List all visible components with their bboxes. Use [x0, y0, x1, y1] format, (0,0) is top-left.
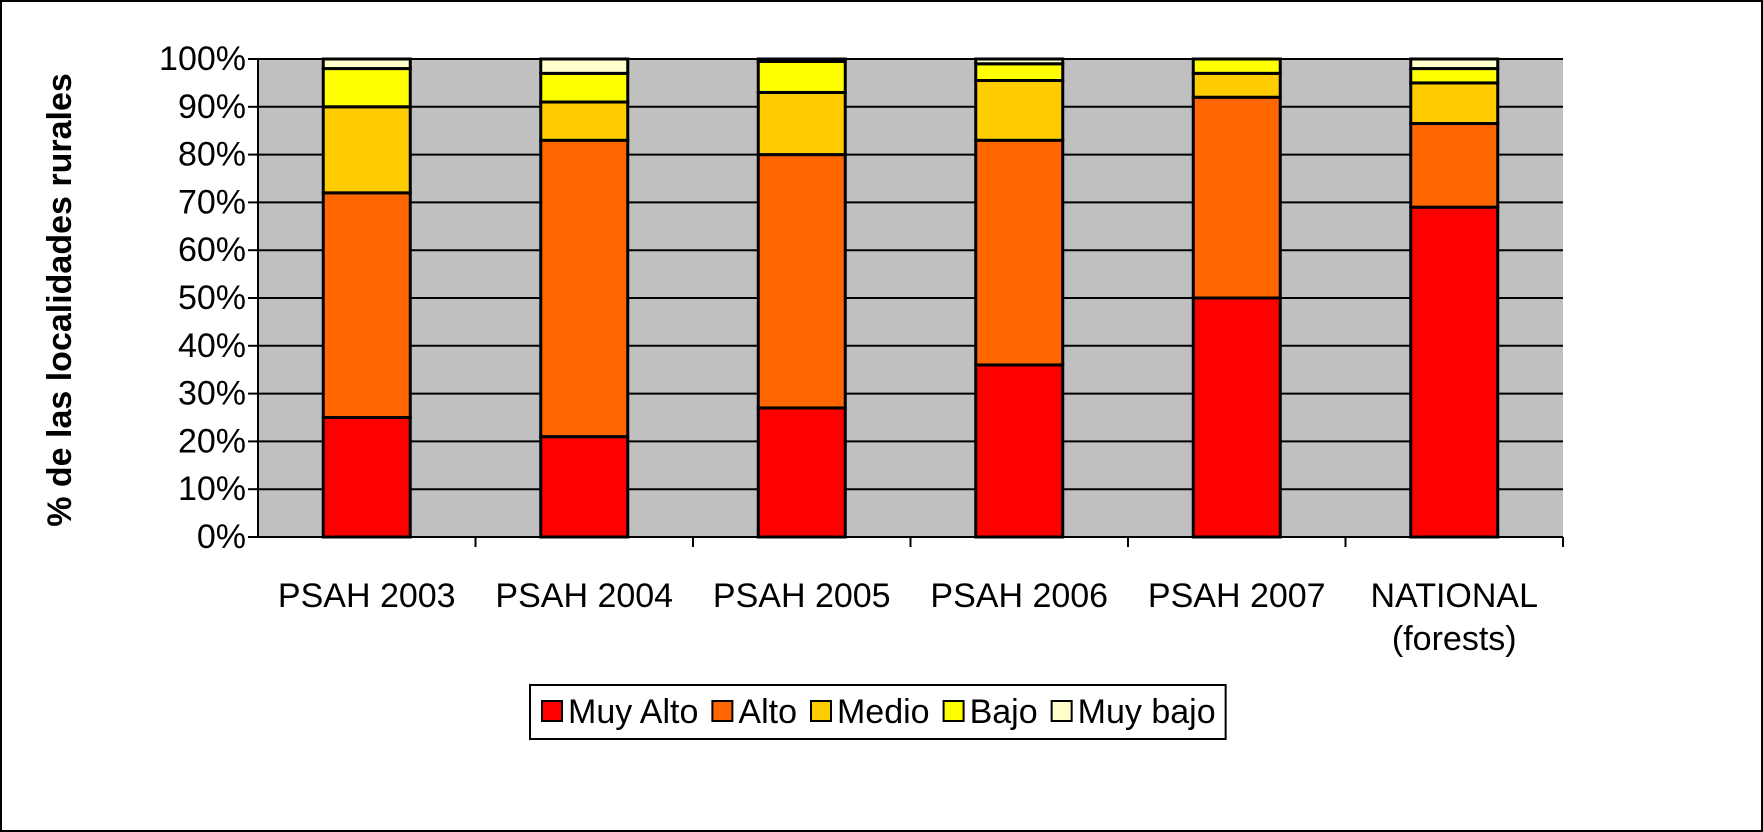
- bar-segment: [974, 363, 1065, 539]
- y-axis-label: % de las localidades rurales: [41, 73, 79, 527]
- bar-segment: [321, 416, 412, 539]
- bar-segment: [1409, 57, 1500, 71]
- legend-label: Bajo: [970, 693, 1038, 731]
- legend: Muy Alto Alto Medio Bajo Muy bajo: [529, 684, 1227, 740]
- bar-segment: [1409, 205, 1500, 539]
- legend-box: [529, 684, 1227, 740]
- bar-segment: [539, 71, 630, 104]
- bar-segment: [321, 105, 412, 195]
- y-tick-label: 80%: [178, 136, 246, 174]
- legend-swatch: [942, 700, 965, 722]
- y-tick-label: 20%: [178, 422, 246, 460]
- bar-segment: [756, 57, 847, 63]
- bar-segment: [1409, 122, 1500, 209]
- bar-segment: [974, 79, 1065, 142]
- bar-segment: [756, 59, 847, 94]
- bar-segment: [1191, 57, 1282, 75]
- y-tick-label: 60%: [178, 231, 246, 269]
- bar-segment: [321, 57, 412, 71]
- bar-segment: [1409, 67, 1500, 85]
- legend-label: Muy bajo: [1078, 693, 1216, 731]
- bar-segment: [974, 57, 1065, 66]
- legend-label: Muy Alto: [568, 693, 698, 731]
- bar-segment: [974, 62, 1065, 83]
- bar-segment: [756, 153, 847, 410]
- y-tick-label: 100%: [159, 40, 246, 78]
- bar-segment: [539, 435, 630, 539]
- bar-segment: [539, 57, 630, 75]
- legend-swatch: [809, 700, 832, 722]
- x-tick-label: PSAH 2004: [495, 577, 673, 615]
- x-tick-label: NATIONAL (forests): [1370, 577, 1538, 658]
- bar-segment: [756, 90, 847, 157]
- bar-segment: [974, 138, 1065, 367]
- x-tick-label: PSAH 2003: [278, 577, 456, 615]
- y-tick-label: 90%: [178, 88, 246, 126]
- x-tick-label: PSAH 2006: [930, 577, 1108, 615]
- bar-segment: [1191, 71, 1282, 99]
- y-tick-label: 0%: [197, 518, 246, 556]
- bar-segment: [1409, 81, 1500, 126]
- legend-swatch: [541, 700, 563, 722]
- x-tick-label: PSAH 2007: [1148, 577, 1326, 615]
- y-tick-label: 40%: [178, 327, 246, 365]
- x-tick-label: PSAH 2005: [713, 577, 891, 615]
- y-tick-label: 10%: [178, 470, 246, 508]
- bar-segment: [1191, 95, 1282, 300]
- bar-segment: [539, 138, 630, 439]
- bar-segment: [1191, 296, 1282, 539]
- y-tick-label: 70%: [178, 183, 246, 221]
- bar-segment: [321, 67, 412, 109]
- legend-swatch: [711, 700, 734, 722]
- bar-segment: [321, 191, 412, 419]
- y-tick-label: 30%: [178, 375, 246, 413]
- bar-segment: [756, 406, 847, 539]
- y-tick-label: 50%: [178, 279, 246, 317]
- legend-swatch: [1050, 700, 1073, 722]
- legend-label: Medio: [837, 693, 930, 731]
- legend-label: Alto: [738, 693, 797, 731]
- bar-segment: [539, 100, 630, 142]
